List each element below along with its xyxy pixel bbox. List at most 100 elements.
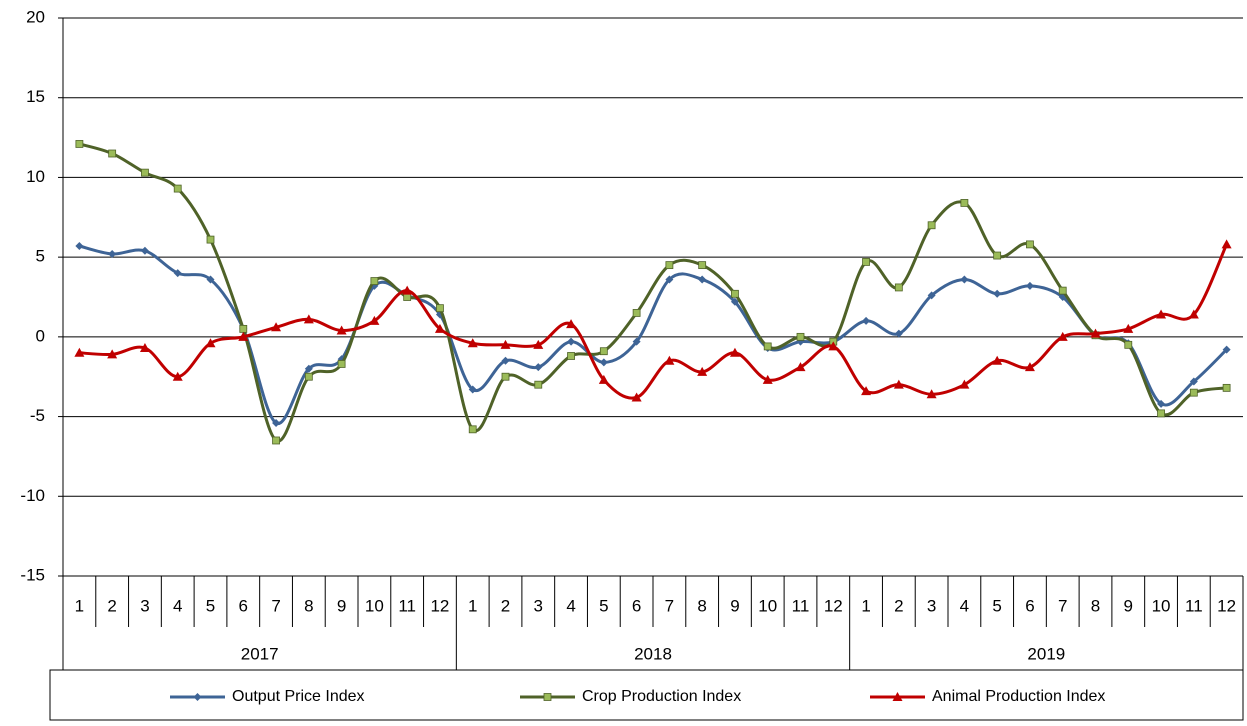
legend-label: Animal Production Index	[932, 688, 1105, 705]
marker	[993, 251, 1002, 260]
y-tick-label: -15	[20, 565, 45, 584]
x-tick-label: 8	[304, 596, 313, 615]
marker	[632, 337, 641, 346]
marker	[534, 363, 543, 372]
marker	[75, 241, 84, 250]
marker	[567, 352, 575, 360]
marker	[140, 246, 149, 255]
marker	[108, 149, 117, 158]
marker	[1090, 328, 1101, 338]
marker	[370, 277, 379, 285]
marker	[436, 304, 444, 313]
marker	[763, 342, 772, 351]
marker	[1188, 309, 1199, 319]
x-tick-label: 4	[566, 596, 575, 615]
marker	[632, 309, 641, 317]
marker	[960, 275, 969, 284]
marker	[1026, 240, 1034, 249]
y-tick-label: 0	[36, 326, 45, 345]
marker	[434, 323, 445, 333]
marker	[1025, 281, 1034, 290]
y-tick-label: -5	[30, 406, 45, 425]
marker	[238, 331, 249, 341]
x-tick-label: 9	[730, 596, 739, 615]
marker	[534, 380, 543, 389]
marker	[599, 347, 608, 356]
x-tick-label: 6	[239, 596, 248, 615]
marker	[567, 337, 576, 346]
marker	[206, 235, 215, 244]
legend-label: Crop Production Index	[582, 688, 741, 705]
legend-label: Output Price Index	[232, 688, 365, 705]
marker	[501, 356, 510, 365]
marker	[992, 355, 1003, 365]
marker	[959, 379, 970, 389]
marker	[173, 269, 182, 278]
marker	[927, 221, 936, 230]
x-tick-label: 6	[632, 596, 641, 615]
y-tick-label: 5	[36, 247, 45, 266]
x-tick-label: 10	[758, 596, 777, 615]
marker	[599, 358, 608, 367]
marker	[762, 374, 773, 384]
x-tick-label: 5	[599, 596, 608, 615]
marker	[468, 425, 477, 434]
marker	[272, 436, 280, 445]
marker	[665, 261, 674, 270]
marker	[1157, 409, 1165, 418]
y-tick-label: 15	[26, 87, 45, 106]
series-line	[79, 243, 1228, 400]
x-tick-label: 3	[534, 596, 543, 615]
marker	[75, 140, 84, 148]
marker	[533, 339, 544, 349]
marker	[501, 372, 510, 381]
marker	[926, 389, 937, 399]
legend-marker	[193, 693, 202, 701]
x-tick-label: 11	[792, 596, 810, 615]
marker	[304, 364, 313, 373]
x-tick-label: 11	[1185, 596, 1203, 615]
year-label: 2019	[1027, 644, 1065, 663]
x-tick-label: 5	[992, 596, 1001, 615]
marker	[173, 184, 182, 193]
x-tick-label: 2	[501, 596, 510, 615]
marker	[862, 316, 871, 325]
x-tick-label: 7	[271, 596, 280, 615]
marker	[1221, 239, 1232, 249]
marker	[698, 261, 707, 270]
marker	[369, 315, 380, 325]
marker	[697, 366, 708, 376]
marker	[665, 275, 674, 284]
x-tick-label: 3	[927, 596, 936, 615]
x-tick-label: 7	[1058, 596, 1067, 615]
marker	[894, 329, 903, 338]
marker	[731, 289, 739, 298]
marker	[993, 289, 1002, 298]
marker	[239, 324, 248, 333]
marker	[1057, 331, 1068, 341]
marker	[861, 386, 872, 396]
x-tick-label: 5	[206, 596, 215, 615]
marker	[1123, 323, 1134, 333]
marker	[304, 372, 313, 381]
x-tick-label: 7	[665, 596, 674, 615]
legend-box	[49, 669, 1244, 721]
marker	[960, 199, 969, 207]
marker	[1222, 345, 1231, 354]
x-tick-label: 12	[824, 596, 843, 615]
x-tick-label: 12	[430, 596, 449, 615]
marker	[862, 258, 870, 266]
year-label: 2017	[241, 644, 279, 663]
x-tick-label: 1	[75, 596, 84, 615]
marker	[108, 249, 117, 258]
marker	[1024, 362, 1035, 372]
legend-marker	[543, 693, 552, 701]
x-tick-label: 1	[468, 596, 477, 615]
x-tick-label: 9	[1124, 596, 1133, 615]
marker	[698, 275, 707, 284]
marker	[500, 339, 511, 349]
x-tick-label: 1	[861, 596, 870, 615]
marker	[566, 319, 577, 329]
x-tick-label: 12	[1217, 596, 1236, 615]
marker	[205, 338, 216, 348]
